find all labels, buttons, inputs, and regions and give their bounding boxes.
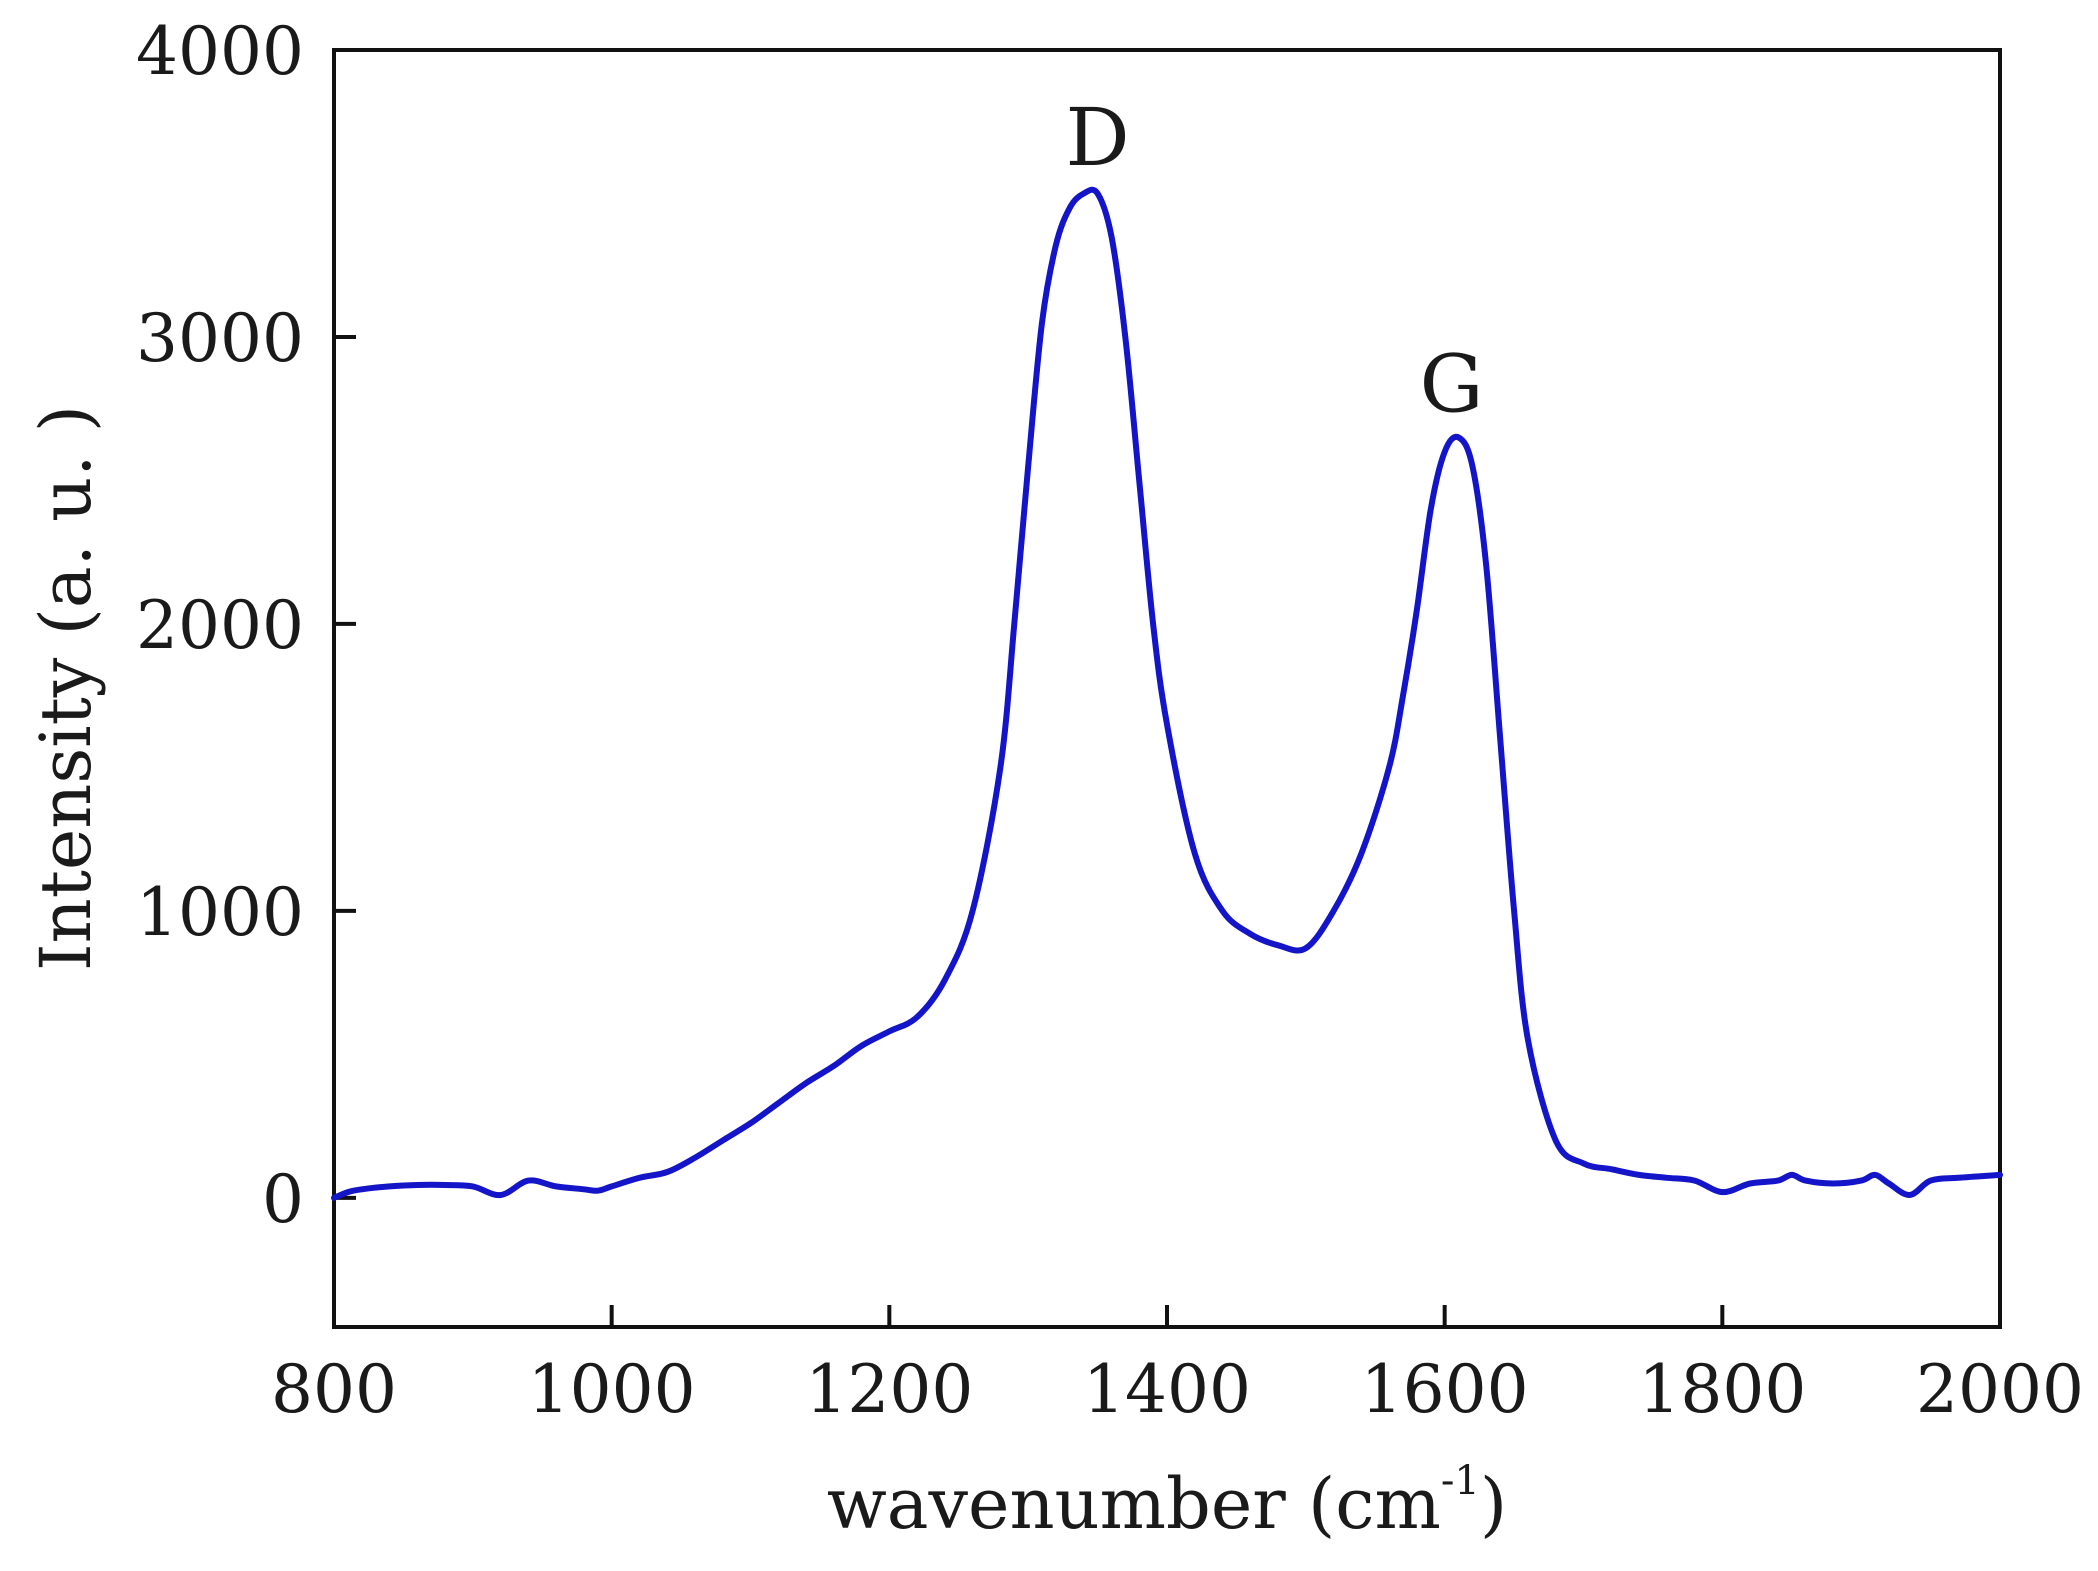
y-tick-label: 0 xyxy=(262,1161,304,1238)
x-tick-label: 800 xyxy=(271,1351,397,1428)
y-tick-label: 4000 xyxy=(136,13,304,90)
peak-label-d: D xyxy=(1066,91,1130,184)
y-tick-label: 1000 xyxy=(136,874,304,951)
x-axis-title-main: wavenumber (cm xyxy=(827,1463,1441,1545)
spectrum-line xyxy=(331,186,2003,1201)
x-axis-ticks: 800 1000 1200 1400 1600 1800 2000 xyxy=(271,1305,2084,1428)
peak-label-g: G xyxy=(1420,338,1484,431)
x-axis-title-close: ) xyxy=(1480,1463,1507,1545)
y-tick-label: 2000 xyxy=(136,587,304,664)
y-axis-title: Intensity (a. u. ) xyxy=(25,405,107,971)
x-axis-title-superscript: -1 xyxy=(1441,1458,1480,1504)
y-tick-label: 3000 xyxy=(136,300,304,377)
y-axis-ticks: 0 1000 2000 3000 4000 xyxy=(136,13,356,1238)
x-tick-label: 1600 xyxy=(1361,1351,1529,1428)
x-tick-label: 1200 xyxy=(805,1351,973,1428)
x-tick-label: 2000 xyxy=(1916,1351,2084,1428)
x-tick-label: 1400 xyxy=(1083,1351,1251,1428)
x-tick-label: 1000 xyxy=(528,1351,696,1428)
x-axis-title: wavenumber (cm-1) xyxy=(827,1458,1507,1545)
peak-annotations: DG xyxy=(1066,91,1484,431)
x-tick-label: 1800 xyxy=(1638,1351,1806,1428)
plot-frame xyxy=(332,48,2002,1329)
